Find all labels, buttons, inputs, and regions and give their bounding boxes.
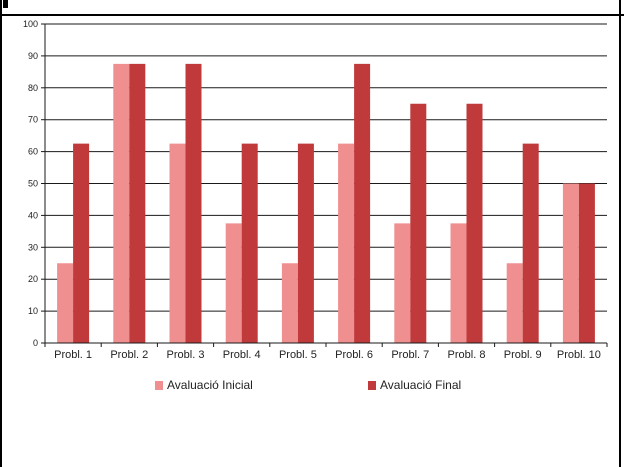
x-tick-label: Probl. 7 (391, 349, 429, 361)
y-tick-label: 0 (33, 338, 38, 348)
y-tick-label: 100 (23, 19, 38, 29)
x-tick-label: Probl. 5 (279, 349, 317, 361)
y-tick-label: 30 (28, 242, 38, 252)
x-tick-label: Probl. 6 (335, 349, 373, 361)
bar-final-2 (129, 63, 146, 343)
y-tick-label: 90 (28, 51, 38, 61)
bar-final-9 (522, 143, 539, 343)
bar-inicial-3 (169, 143, 186, 343)
bar-inicial-8 (450, 223, 467, 343)
bar-final-1 (73, 143, 90, 343)
window-corner-mark (3, 0, 8, 8)
y-tick-label: 60 (28, 147, 38, 157)
bar-inicial-5 (281, 263, 298, 343)
x-tick-label: Probl. 4 (223, 349, 261, 361)
y-tick-label: 40 (28, 210, 38, 220)
x-tick-label: Probl. 1 (54, 349, 92, 361)
legend-label-inicial: Avaluació Inicial (167, 378, 253, 392)
x-tick-label: Probl. 10 (557, 349, 601, 361)
bar-final-8 (466, 103, 483, 343)
bar-final-5 (297, 143, 314, 343)
x-tick-label: Probl. 9 (504, 349, 542, 361)
window-top-border (0, 0, 624, 16)
y-tick-label: 20 (28, 274, 38, 284)
x-tick-label: Probl. 2 (110, 349, 148, 361)
legend-swatch-inicial (155, 380, 163, 390)
bar-final-7 (410, 103, 427, 343)
y-tick-label: 80 (28, 83, 38, 93)
y-tick-label: 10 (28, 306, 38, 316)
bar-final-6 (354, 63, 371, 343)
window-left-border (0, 0, 2, 467)
window-right-border (619, 0, 621, 467)
bar-final-4 (241, 143, 258, 343)
bar-inicial-2 (113, 63, 130, 343)
legend: Avaluació Inicial Avaluació Final (0, 378, 624, 398)
bar-inicial-7 (394, 223, 411, 343)
bar-inicial-10 (562, 183, 579, 343)
bars (57, 63, 595, 343)
y-tick-label: 50 (28, 179, 38, 189)
y-tick-label: 70 (28, 115, 38, 125)
legend-item-inicial: Avaluació Inicial (155, 378, 253, 392)
axes: 0 10 20 30 40 50 60 70 80 90 100 Probl. 1 Probl. 2 Pr… (23, 19, 608, 361)
legend-label-final: Avaluació Final (380, 378, 462, 392)
legend-swatch-final (368, 380, 376, 390)
bar-inicial-1 (57, 263, 74, 343)
bar-inicial-4 (225, 223, 242, 343)
x-tick-label: Probl. 8 (448, 349, 486, 361)
legend-item-final: Avaluació Final (368, 378, 461, 392)
bar-final-3 (185, 63, 202, 343)
bar-inicial-6 (338, 143, 355, 343)
x-tick-label: Probl. 3 (167, 349, 205, 361)
bar-inicial-9 (506, 263, 523, 343)
bar-final-10 (578, 183, 595, 343)
